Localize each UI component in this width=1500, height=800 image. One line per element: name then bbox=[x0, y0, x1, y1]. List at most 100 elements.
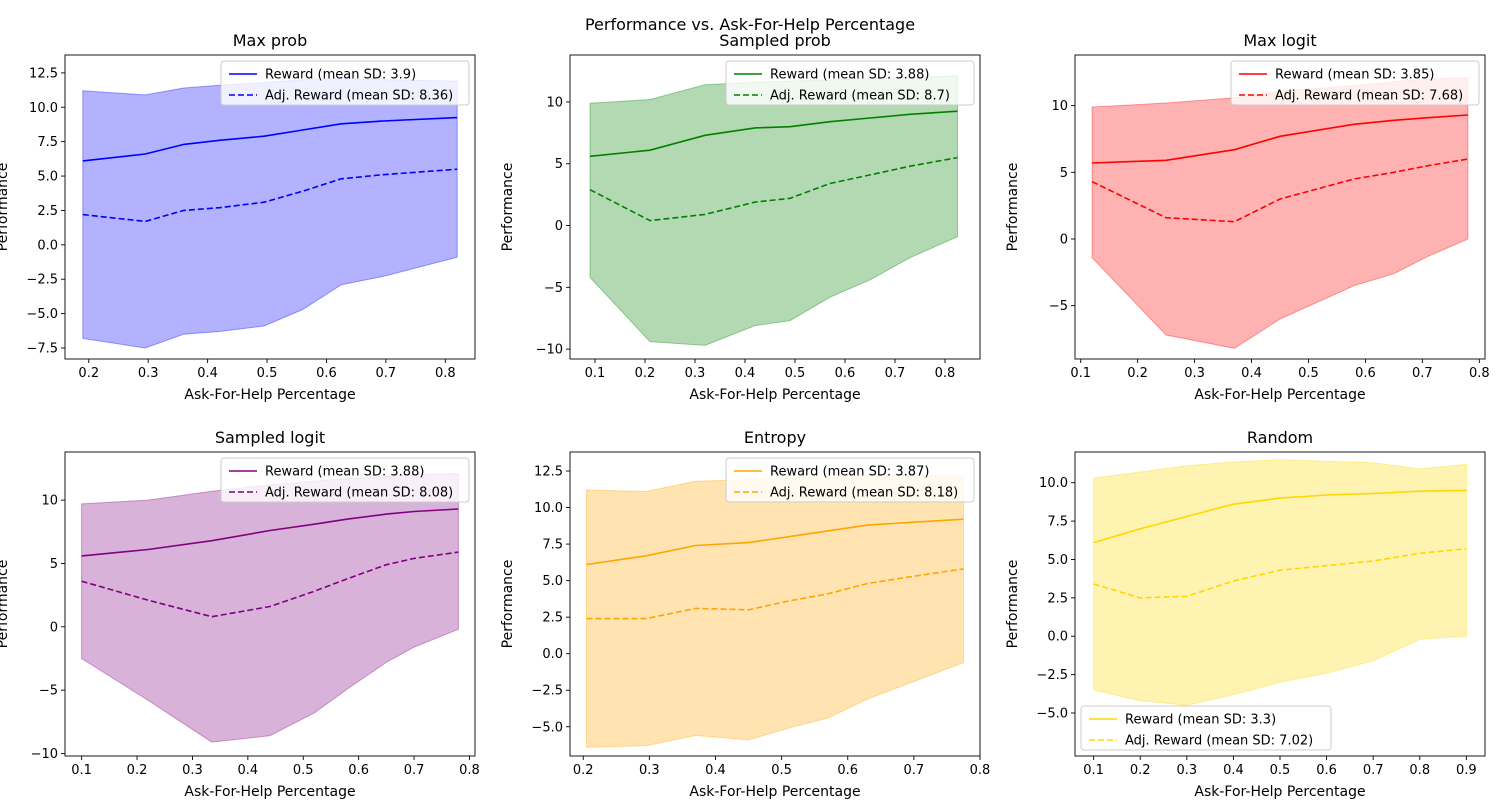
y-axis-label: Performance bbox=[0, 163, 11, 252]
legend: Reward (mean SD: 3.87) Adj. Reward (mean … bbox=[725, 457, 975, 503]
subplot-title: Max prob bbox=[233, 31, 308, 50]
legend-label: Adj. Reward (mean SD: 7.02) bbox=[1125, 734, 1313, 749]
x-tick-label: 0.6 bbox=[316, 366, 337, 381]
x-tick-label: 0.1 bbox=[71, 763, 92, 778]
legend-label: Reward (mean SD: 3.3) bbox=[1125, 713, 1276, 728]
adj-reward-line bbox=[1091, 158, 1469, 223]
legend: Reward (mean SD: 3.3) Adj. Reward (mean S… bbox=[1080, 705, 1332, 751]
adj-reward-line bbox=[81, 551, 459, 618]
y-axis-label: Performance bbox=[1005, 560, 1021, 649]
reward-line bbox=[586, 518, 964, 566]
y-tick-label: −7.5 bbox=[26, 341, 58, 356]
legend: Reward (mean SD: 3.9) Adj. Reward (mean S… bbox=[220, 60, 470, 106]
legend-box bbox=[1230, 60, 1480, 106]
x-tick-label: 0.7 bbox=[885, 366, 906, 381]
x-tick-label: 0.6 bbox=[837, 763, 858, 778]
reward-line bbox=[589, 110, 958, 158]
legend-label: Reward (mean SD: 3.88) bbox=[265, 465, 424, 480]
axes-frame bbox=[64, 451, 476, 757]
x-tick-label: 0.5 bbox=[771, 763, 792, 778]
y-tick-label: 12.5 bbox=[29, 66, 58, 81]
figure-suptitle: Performance vs. Ask-For-Help Percentage bbox=[585, 15, 915, 34]
legend-box bbox=[220, 457, 470, 503]
y-tick-label: −5.0 bbox=[1036, 707, 1068, 722]
y-tick-label: 0 bbox=[555, 219, 563, 234]
y-tick-label: 0.0 bbox=[37, 238, 58, 253]
reward-line bbox=[81, 508, 459, 557]
subplot-2: 0.1 0.2 0.3 0.4 0.5 0.6 0.7 0.8 −10 −5 0 5 10 Sampled… bbox=[500, 31, 981, 403]
axes-frame bbox=[1074, 54, 1486, 360]
y-tick-label: 5.0 bbox=[37, 170, 58, 185]
subplot-4: 0.1 0.2 0.3 0.4 0.5 0.6 0.7 0.8 −10 −5 0 5 10 Sampled… bbox=[0, 428, 480, 800]
legend-label: Adj. Reward (mean SD: 7.68) bbox=[1275, 89, 1463, 104]
x-tick-label: 0.2 bbox=[78, 366, 99, 381]
x-tick-label: 0.3 bbox=[1184, 366, 1205, 381]
y-tick-label: 5.0 bbox=[1047, 553, 1068, 568]
legend-label: Reward (mean SD: 3.85) bbox=[1275, 68, 1434, 83]
y-tick-label: −10 bbox=[31, 747, 58, 762]
y-axis-label: Performance bbox=[0, 560, 11, 649]
x-tick-label: 0.4 bbox=[237, 763, 258, 778]
x-tick-label: 0.3 bbox=[138, 366, 159, 381]
y-tick-label: 10 bbox=[41, 494, 58, 509]
y-tick-label: 10 bbox=[1051, 99, 1068, 114]
x-tick-label: 0.4 bbox=[735, 366, 756, 381]
reward-line bbox=[1093, 489, 1467, 544]
x-axis-label: Ask-For-Help Percentage bbox=[184, 784, 355, 800]
x-tick-label: 0.7 bbox=[904, 763, 925, 778]
x-tick-label: 0.2 bbox=[573, 763, 594, 778]
y-tick-label: 0 bbox=[1060, 233, 1068, 248]
subplot-title: Max logit bbox=[1243, 31, 1316, 50]
x-tick-label: 0.8 bbox=[970, 763, 991, 778]
y-tick-label: 0.0 bbox=[1047, 630, 1068, 645]
y-tick-label: 2.5 bbox=[1047, 591, 1068, 606]
adj-reward-line bbox=[82, 168, 458, 223]
legend: Reward (mean SD: 3.88) Adj. Reward (mean … bbox=[220, 457, 470, 503]
legend-label: Adj. Reward (mean SD: 8.08) bbox=[265, 486, 453, 501]
x-axis-label: Ask-For-Help Percentage bbox=[689, 387, 860, 403]
subplot-5: 0.2 0.3 0.4 0.5 0.6 0.7 0.8 −5.0 −2.5 0.0 2.5 5.0 7.… bbox=[500, 428, 990, 800]
x-tick-label: 0.7 bbox=[376, 366, 397, 381]
y-tick-label: 10 bbox=[546, 95, 563, 110]
x-tick-label: 0.2 bbox=[635, 366, 656, 381]
subplot-6: 0.1 0.2 0.3 0.4 0.5 0.6 0.7 0.8 0.9 −5.0 −2.5 0.0 2.… bbox=[1005, 428, 1486, 800]
axes-frame bbox=[64, 54, 476, 360]
y-tick-label: 5.0 bbox=[542, 574, 563, 589]
y-tick-label: 2.5 bbox=[542, 611, 563, 626]
y-tick-label: 5 bbox=[50, 557, 58, 572]
x-tick-label: 0.4 bbox=[1223, 763, 1244, 778]
x-tick-label: 0.3 bbox=[685, 366, 706, 381]
y-axis-label: Performance bbox=[500, 163, 516, 252]
x-tick-label: 0.8 bbox=[459, 763, 480, 778]
y-tick-label: 7.5 bbox=[542, 538, 563, 553]
y-tick-label: 2.5 bbox=[37, 204, 58, 219]
x-tick-label: 0.5 bbox=[1270, 763, 1291, 778]
subplot-title: Sampled logit bbox=[215, 428, 325, 447]
y-tick-label: 5 bbox=[555, 157, 563, 172]
x-tick-label: 0.7 bbox=[404, 763, 425, 778]
subplot-3: 0.1 0.2 0.3 0.4 0.5 0.6 0.7 0.8 −5 0 5 10 Max logit A… bbox=[1005, 31, 1490, 403]
x-tick-label: 0.2 bbox=[1130, 763, 1151, 778]
x-tick-label: 0.4 bbox=[705, 763, 726, 778]
y-tick-label: −5.0 bbox=[26, 307, 58, 322]
legend-box bbox=[725, 60, 975, 106]
reward-line bbox=[82, 116, 458, 162]
y-tick-label: 12.5 bbox=[534, 465, 563, 480]
y-tick-label: −5 bbox=[1049, 299, 1068, 314]
adj-reward-line bbox=[589, 156, 958, 222]
y-tick-label: 5 bbox=[1060, 166, 1068, 181]
legend-label: Reward (mean SD: 3.88) bbox=[770, 68, 929, 83]
x-tick-label: 0.6 bbox=[835, 366, 856, 381]
x-tick-label: 0.2 bbox=[127, 763, 148, 778]
x-tick-label: 0.2 bbox=[1127, 366, 1148, 381]
confidence-band bbox=[81, 472, 459, 743]
confidence-band bbox=[1093, 459, 1467, 706]
adj-reward-line bbox=[586, 568, 964, 620]
legend-label: Reward (mean SD: 3.9) bbox=[265, 68, 416, 83]
x-tick-label: 0.3 bbox=[1176, 763, 1197, 778]
y-tick-label: −5 bbox=[39, 684, 58, 699]
x-tick-label: 0.8 bbox=[935, 366, 956, 381]
x-axis-label: Ask-For-Help Percentage bbox=[1194, 784, 1365, 800]
x-tick-label: 0.1 bbox=[585, 366, 606, 381]
